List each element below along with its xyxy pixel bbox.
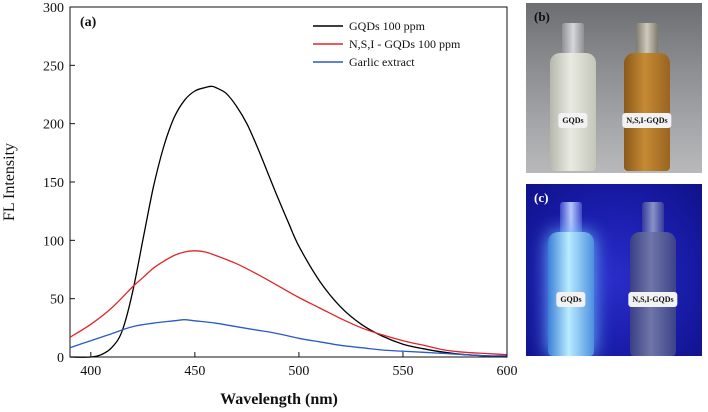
y-tick-label: 50 (50, 293, 64, 308)
photo-b-daylight: (b) GQDs N,S,I-GQDs (526, 3, 702, 173)
vial-label-nsi-gqds-uv: N,S,I-GQDs (628, 292, 678, 307)
x-tick-label: 450 (184, 364, 205, 379)
x-tick-label: 400 (80, 364, 101, 379)
x-tick-label: 550 (392, 364, 413, 379)
legend-label-1: N,S,I - GQDs 100 ppm (349, 37, 461, 51)
series-line-1 (69, 250, 508, 356)
panel-label-b: (b) (534, 9, 550, 24)
panel-label-c: (c) (534, 190, 549, 205)
vial-label-gqds: GQDs (558, 113, 588, 128)
plot-frame (69, 6, 508, 358)
ticks-layer: 400 450 500 550 600 0 50 100 150 200 250 300 (43, 1, 518, 379)
y-tick-label: 300 (43, 1, 64, 16)
y-tick-label: 150 (43, 176, 64, 191)
legend: GQDs 100 ppm N,S,I - GQDs 100 ppm Garlic e… (313, 19, 461, 69)
vial-label-gqds-uv: GQDs (556, 292, 586, 307)
series-layer (69, 85, 508, 358)
y-tick-label: 200 (43, 118, 64, 133)
y-axis-title: FL Intensity (1, 143, 18, 221)
series-line-0 (69, 85, 508, 358)
fl-spectrum-chart: 400 450 500 550 600 0 50 100 150 200 250 300 (a) Wa… (1, 1, 518, 408)
photo-c-uv: (c) GQDs N,S,I-GQDs (526, 184, 702, 356)
vial-label-nsi-gqds: N,S,I-GQDs (622, 113, 672, 128)
x-tick-label: 600 (497, 364, 518, 379)
legend-label-2: Garlic extract (349, 55, 415, 69)
y-tick-label: 0 (57, 351, 64, 366)
legend-label-0: GQDs 100 ppm (349, 19, 426, 33)
x-tick-label: 500 (288, 364, 309, 379)
series-line-2 (69, 319, 508, 357)
x-axis-title: Wavelength (nm) (220, 391, 338, 408)
panel-label-a: (a) (80, 15, 97, 30)
plot-area (69, 6, 508, 358)
y-tick-label: 250 (43, 59, 64, 74)
y-tick-label: 100 (43, 234, 64, 249)
